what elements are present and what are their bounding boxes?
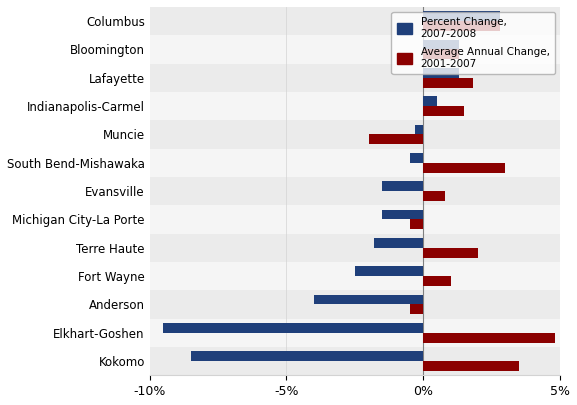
Bar — [424, 96, 437, 106]
Bar — [382, 209, 424, 220]
Bar — [149, 177, 560, 205]
Bar — [149, 319, 560, 347]
Bar — [424, 163, 505, 173]
Bar — [149, 149, 560, 177]
Bar — [191, 351, 424, 361]
Bar — [149, 234, 560, 262]
Bar — [410, 305, 424, 314]
Bar — [415, 125, 424, 134]
Bar — [149, 205, 560, 234]
Bar — [149, 290, 560, 319]
Bar — [149, 7, 560, 35]
Bar — [382, 181, 424, 191]
Bar — [410, 220, 424, 229]
Bar — [149, 92, 560, 120]
Bar — [410, 153, 424, 163]
Bar — [424, 361, 519, 371]
Bar — [163, 323, 424, 333]
Bar — [149, 262, 560, 290]
Bar — [424, 49, 459, 60]
Bar — [424, 191, 445, 201]
Bar — [369, 134, 424, 144]
Legend: Percent Change,
2007-2008, Average Annual Change,
2001-2007: Percent Change, 2007-2008, Average Annua… — [391, 12, 555, 74]
Bar — [424, 68, 459, 78]
Bar — [424, 106, 464, 116]
Bar — [149, 35, 560, 64]
Bar — [424, 78, 473, 88]
Bar — [424, 40, 459, 49]
Bar — [424, 21, 500, 31]
Bar — [149, 64, 560, 92]
Bar — [149, 120, 560, 149]
Bar — [424, 276, 451, 286]
Bar — [314, 294, 424, 305]
Bar — [424, 11, 500, 21]
Bar — [355, 266, 424, 276]
Bar — [424, 248, 478, 258]
Bar — [374, 238, 424, 248]
Bar — [149, 347, 560, 375]
Bar — [424, 333, 554, 343]
